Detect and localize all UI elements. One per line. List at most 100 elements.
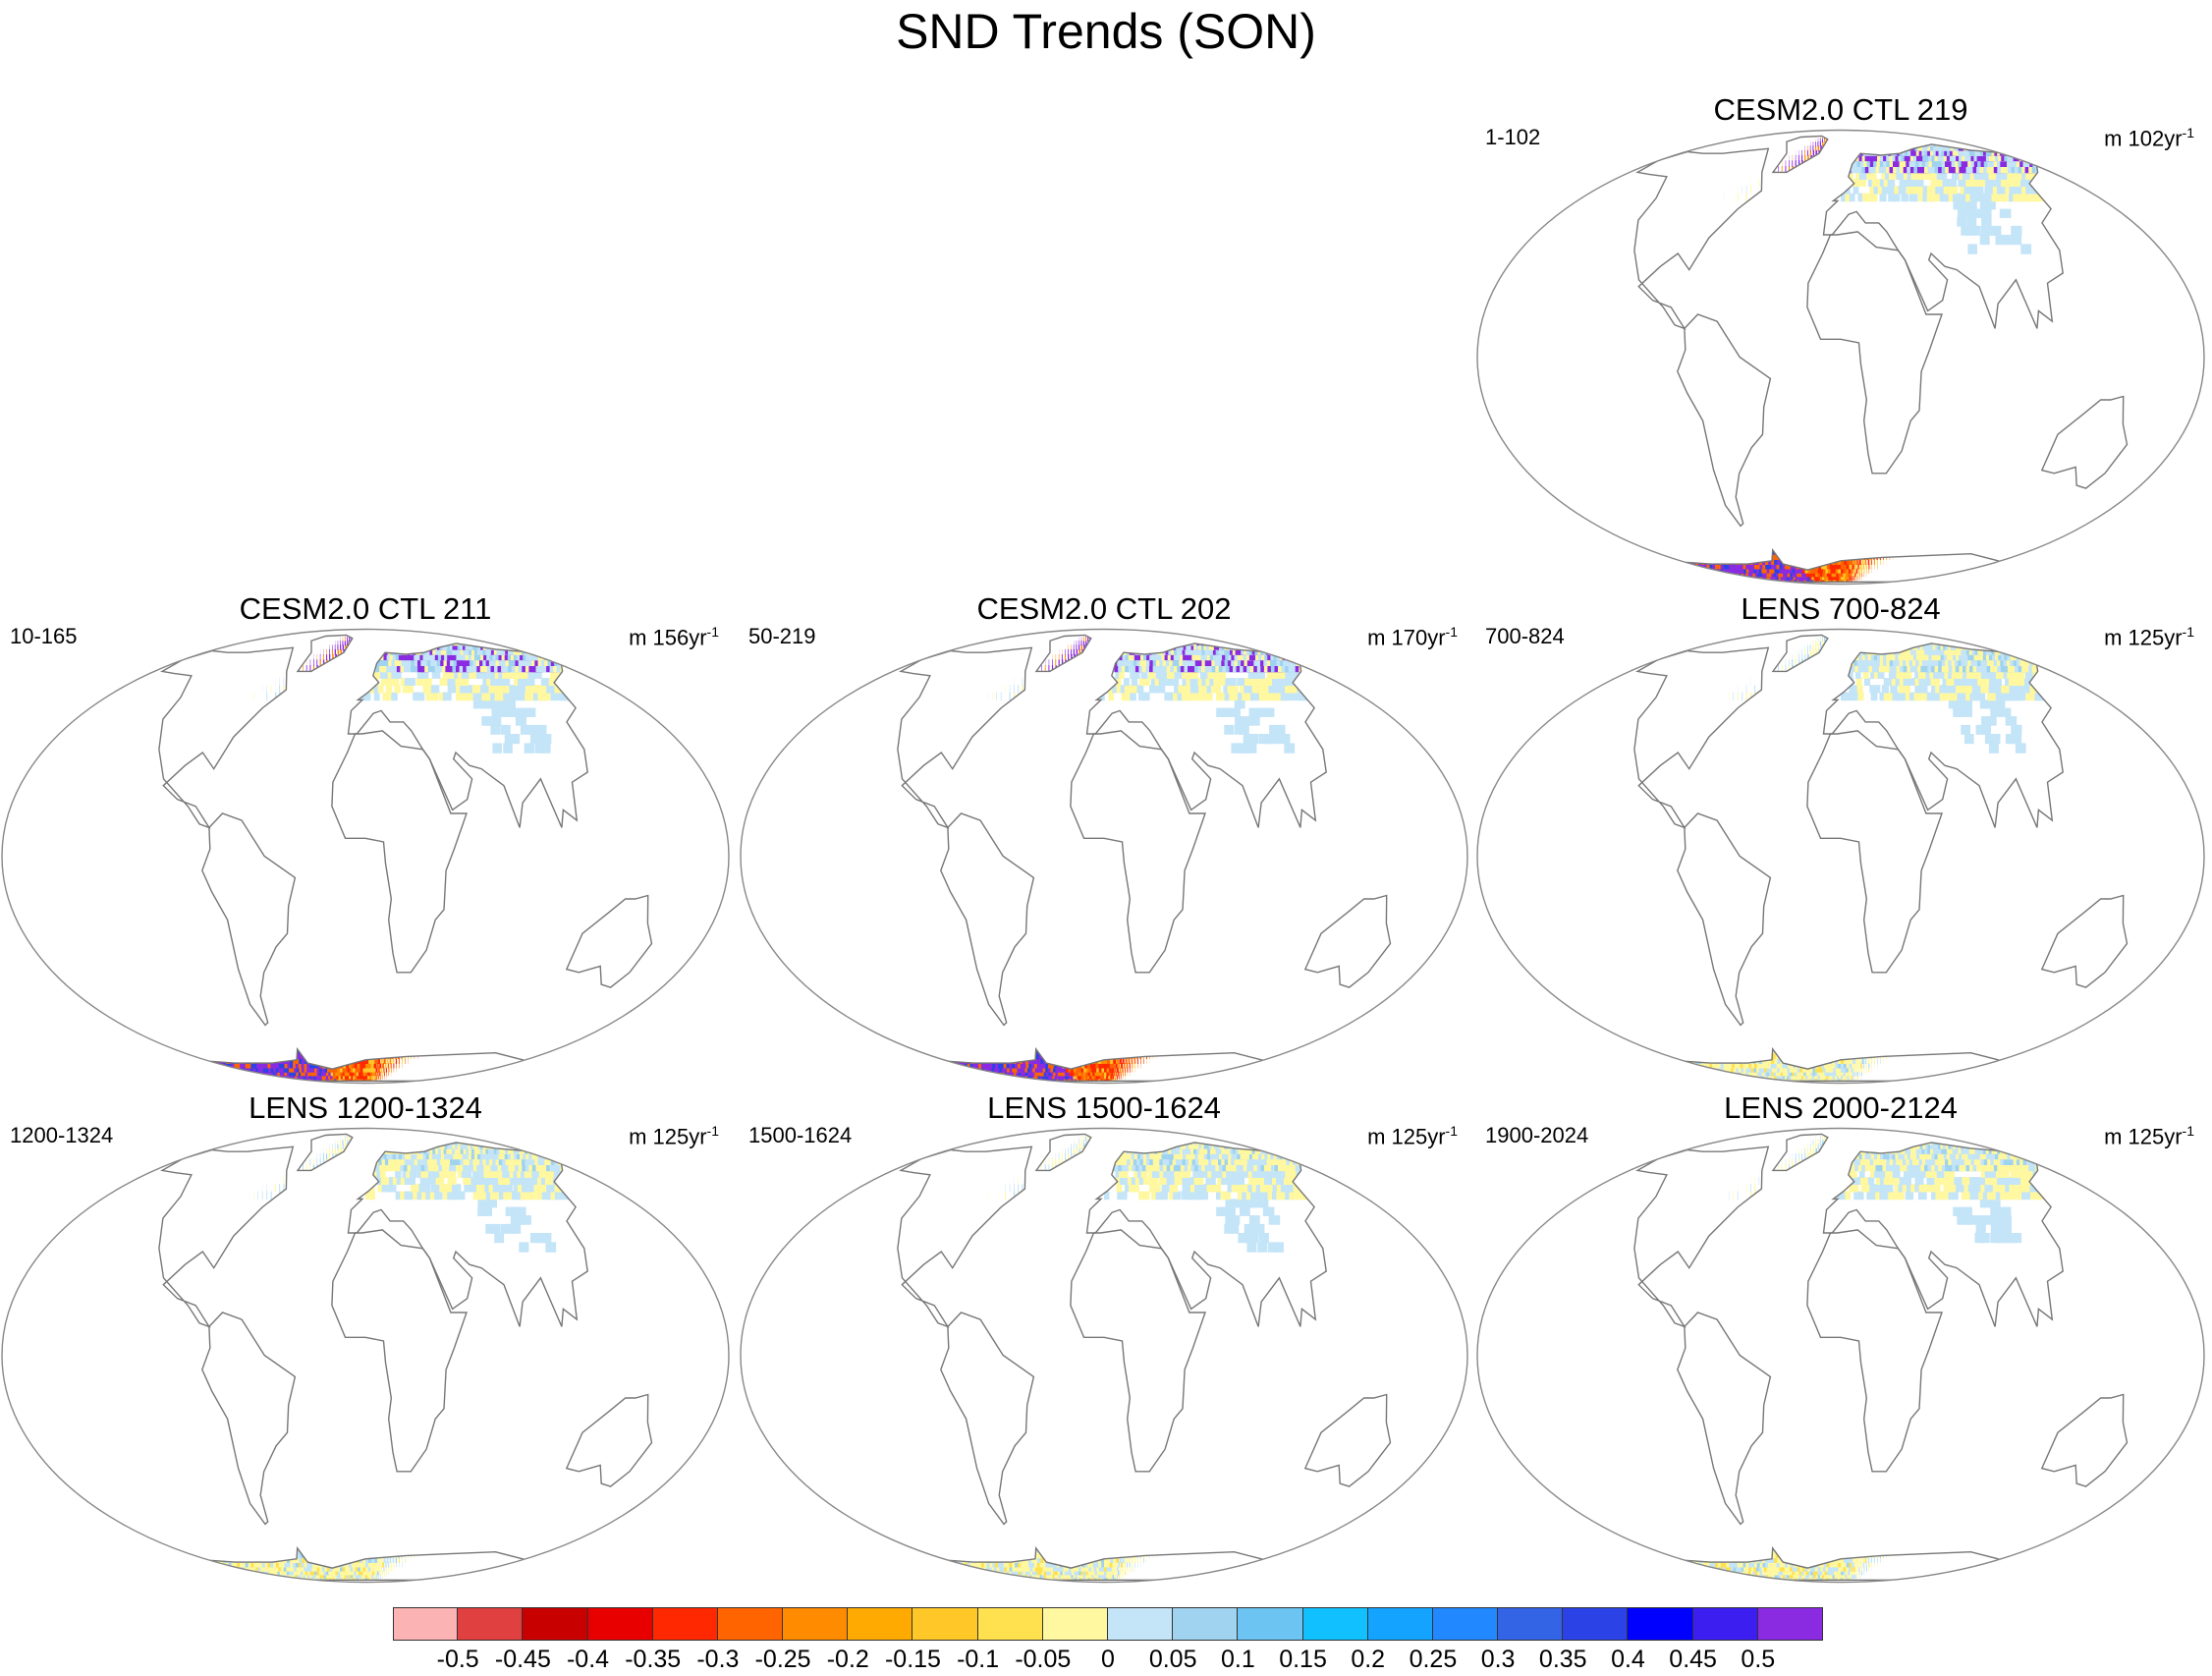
trend-cell (1858, 141, 1865, 147)
trend-cell (481, 716, 492, 726)
trend-cell (1894, 186, 1903, 195)
trend-cell (1862, 136, 1869, 140)
trend-cell (1819, 547, 1826, 555)
trend-cell (998, 1078, 1016, 1082)
trend-cell (561, 671, 578, 679)
trend-cell (1830, 576, 1835, 581)
trend-cell (309, 665, 311, 673)
coastlines (158, 634, 653, 1082)
trend-cell (391, 632, 398, 636)
trend-cell (355, 1075, 359, 1080)
trend-cell (359, 1075, 363, 1080)
trend-cell (1877, 559, 1878, 565)
trend-cell (375, 632, 379, 636)
trend-cell (314, 678, 317, 686)
trend-cell (1835, 579, 1839, 583)
trend-cell (249, 1075, 266, 1080)
trend-cell (2058, 186, 2074, 195)
trend-cell (1856, 160, 1863, 167)
trend-cell (374, 1058, 378, 1064)
trend-cell (390, 1063, 392, 1069)
trend-cell (413, 637, 422, 642)
trend-cell (320, 1046, 328, 1054)
trend-cell (1827, 160, 1832, 167)
trend-cell (1957, 138, 1974, 142)
trend-cell (1766, 172, 1768, 180)
trend-cell (347, 637, 348, 642)
trend-cell (394, 635, 402, 639)
trend-cell (1106, 1075, 1109, 1080)
trend-cell (1965, 225, 1976, 236)
trend-cell (416, 644, 425, 650)
trend-cell (1946, 179, 1957, 187)
trend-cell (1810, 559, 1817, 565)
trend-cell (282, 1046, 292, 1054)
trend-cell (1858, 133, 1863, 137)
trend-cell (1096, 1078, 1100, 1082)
trend-cell (1837, 553, 1842, 560)
trend-cell (320, 685, 323, 694)
trend-cell (1829, 172, 1834, 180)
trend-cell (1845, 141, 1850, 147)
trend-cell (1798, 166, 1801, 174)
trend-cell (1843, 141, 1847, 147)
trend-cell (1833, 547, 1839, 555)
trend-cell (379, 665, 385, 673)
trend-cell (388, 637, 395, 642)
trend-cell (363, 632, 365, 636)
trend-cell (1905, 138, 1916, 142)
trend-cell (1882, 547, 1884, 555)
trend-cell (335, 692, 340, 701)
trend-cell (345, 1067, 351, 1073)
trend-cell (1740, 547, 1750, 555)
trend-cell (1855, 568, 1858, 574)
trend-cell (226, 1046, 240, 1054)
trend-cell (377, 1075, 379, 1080)
trend-cell (420, 641, 430, 646)
trend-cell (1805, 547, 1812, 555)
trend-cell (374, 653, 379, 661)
trend-cell (539, 743, 551, 754)
trend-cell (402, 635, 411, 639)
page-title: SND Trends (SON) (896, 4, 1316, 59)
trend-cell (2029, 193, 2044, 202)
trend-cell (1996, 172, 2010, 180)
trend-cell (356, 635, 359, 639)
trend-cell (411, 1046, 413, 1054)
trend-cell (1792, 547, 1799, 555)
trend-cell (1866, 145, 1873, 151)
trend-cell (1108, 1075, 1111, 1080)
trend-cell (599, 685, 617, 694)
trend-cell (1873, 145, 1881, 151)
trend-cells (158, 632, 636, 1082)
trend-cell (1807, 553, 1815, 560)
trend-cell (1801, 154, 1803, 162)
trend-cell (261, 1078, 278, 1082)
trend-cell (1888, 138, 1898, 142)
trend-cell (361, 1078, 365, 1082)
trend-cell (379, 637, 385, 642)
trend-cell (2047, 193, 2062, 202)
trend-cell (340, 685, 345, 694)
trend-cell (1820, 568, 1826, 574)
trend-cell (1868, 564, 1870, 570)
trend-cell (1847, 133, 1851, 137)
trend-cell (365, 1063, 369, 1069)
trend-cell (1892, 193, 1901, 202)
trend-cell (1731, 576, 1747, 581)
trend-cell (1862, 564, 1865, 570)
trend-cell (423, 678, 432, 686)
trend-cell (1941, 136, 1958, 140)
trend-cell (349, 637, 351, 642)
trend-cell (382, 1063, 385, 1069)
trend-cell (1831, 141, 1834, 147)
year-range-label: 1-102 (1485, 125, 1541, 149)
trend-cell (1789, 172, 1792, 180)
trend-cell (350, 644, 353, 650)
map-panel: CESM2.0 CTL 211 10-165 m 156yr-1 (0, 589, 731, 1086)
trend-cell (264, 1046, 275, 1054)
trend-cell (337, 665, 341, 673)
trend-cell (322, 678, 325, 686)
trend-cell (299, 678, 301, 686)
trend-cell (1831, 154, 1836, 162)
